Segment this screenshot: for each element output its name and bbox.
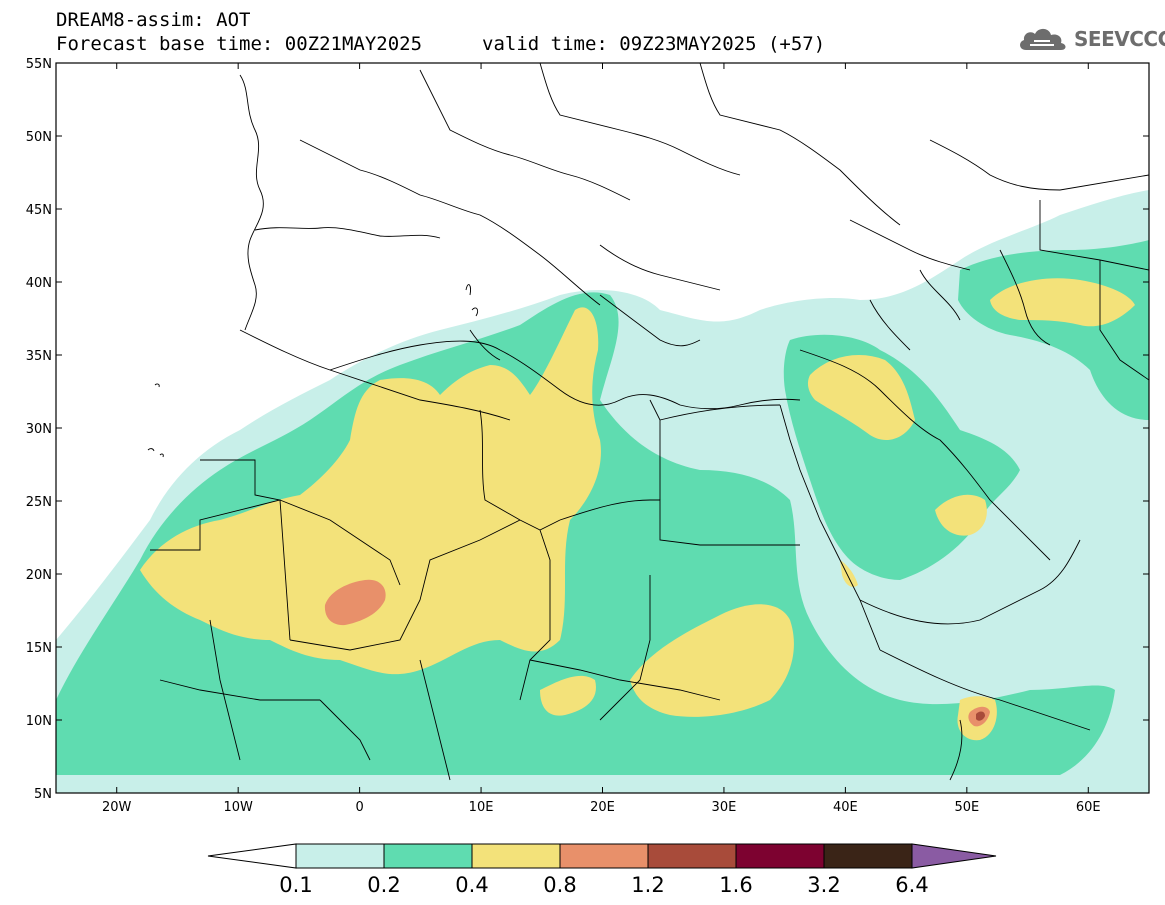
- colorbar-segment: [559, 843, 649, 869]
- colorbar-segment: [823, 843, 913, 869]
- lon-tick-label: 40E: [833, 800, 858, 815]
- colorbar-segment: [295, 843, 385, 869]
- colorbar-level-label: 0.4: [455, 873, 488, 897]
- colorbar-level-label: 0.8: [543, 873, 576, 897]
- colorbar-segment: [383, 843, 473, 869]
- lat-tick-label: 30N: [26, 422, 52, 437]
- lat-tick-label: 40N: [26, 276, 52, 291]
- colorbar-over-triangle: [911, 843, 997, 869]
- lon-tick-label: 10E: [469, 800, 494, 815]
- lon-tick-label: 30E: [712, 800, 737, 815]
- colorbar-level-label: 0.2: [367, 873, 400, 897]
- logo-text: SEEVCCC: [1074, 27, 1165, 51]
- longitude-axis: 20W 10W 0 10E 20E 30E 40E 50E 60E: [102, 63, 1101, 815]
- lat-tick-label: 45N: [26, 203, 52, 218]
- lat-tick-label: 55N: [26, 57, 52, 72]
- lon-tick-label: 20W: [102, 800, 132, 815]
- aot-contour-level-1-2: [976, 711, 985, 721]
- latitude-axis: 55N 50N 45N 40N 35N 30N 25N 20N 15N 10N 5N: [26, 57, 1149, 802]
- lat-tick-label: 10N: [26, 714, 52, 729]
- lon-tick-label: 10W: [223, 800, 253, 815]
- colorbar-under-triangle: [207, 843, 297, 869]
- colorbar-level-label: 3.2: [807, 873, 840, 897]
- lat-tick-label: 50N: [26, 130, 52, 145]
- lon-tick-label: 20E: [590, 800, 615, 815]
- map-title: DREAM8-assim: AOT: [56, 9, 251, 31]
- colorbar-segment: [647, 843, 737, 869]
- lat-tick-label: 25N: [26, 495, 52, 510]
- lat-tick-label: 35N: [26, 349, 52, 364]
- country-borders: [150, 63, 1149, 781]
- colorbar-segment: [735, 843, 825, 869]
- lon-tick-label: 0: [355, 800, 363, 815]
- lon-tick-label: 50E: [954, 800, 979, 815]
- colorbar-level-label: 1.6: [719, 873, 752, 897]
- valid-time: valid time: 09Z23MAY2025 (+57): [482, 33, 826, 55]
- colorbar-level-label: 0.1: [279, 873, 312, 897]
- lon-tick-label: 60E: [1076, 800, 1101, 815]
- islands: [147, 284, 479, 458]
- lat-tick-label: 20N: [26, 568, 52, 583]
- lat-tick-label: 15N: [26, 641, 52, 656]
- colorbar: 0.1 0.2 0.4 0.8 1.2 1.6 3.2 6.4: [207, 843, 997, 897]
- aot-contour-level-0-4: [140, 278, 1135, 741]
- cloud-icon: [1020, 28, 1066, 50]
- seevccc-logo: SEEVCCC: [1016, 24, 1165, 54]
- colorbar-level-label: 1.2: [631, 873, 664, 897]
- colorbar-segment: [471, 843, 561, 869]
- lat-tick-label: 5N: [34, 787, 52, 802]
- colorbar-level-label: 6.4: [895, 873, 928, 897]
- map-area: [56, 63, 1149, 793]
- forecast-base-time: Forecast base time: 00Z21MAY2025: [56, 33, 423, 55]
